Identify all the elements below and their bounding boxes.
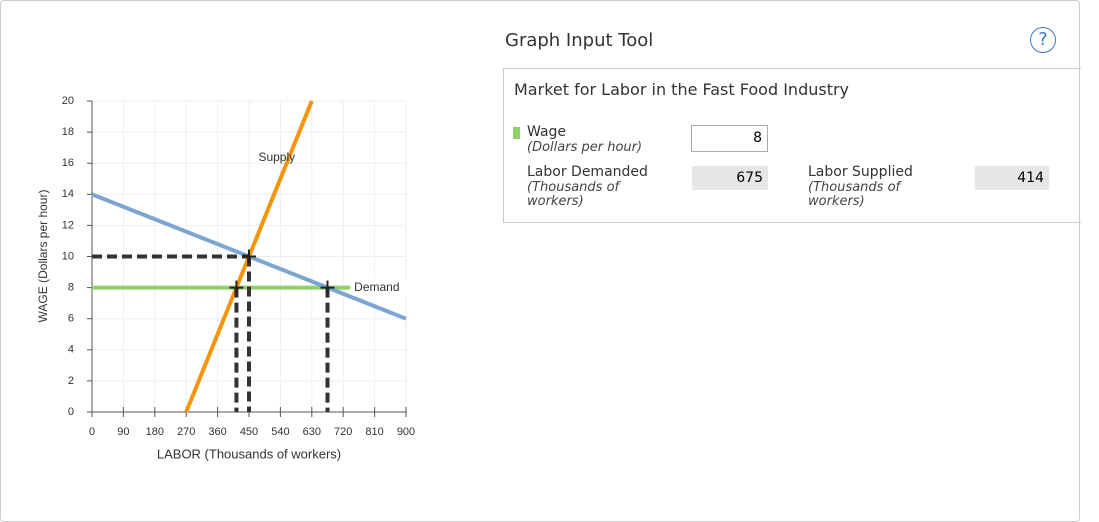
wage-swatch — [513, 127, 520, 139]
demanded-unit: (Thousands of workers) — [527, 180, 620, 209]
x-tick-label: 450 — [240, 426, 258, 438]
y-tick-label: 16 — [62, 157, 74, 169]
y-tick-label: 6 — [68, 313, 74, 325]
tool-title: Graph Input Tool — [505, 30, 654, 51]
y-tick-label: 2 — [68, 375, 74, 387]
x-tick-label: 720 — [334, 426, 352, 438]
y-tick-label: 20 — [62, 95, 74, 107]
x-axis-label: LABOR (Thousands of workers) — [157, 446, 341, 461]
x-tick-label: 270 — [177, 426, 195, 438]
point-marker — [229, 280, 244, 295]
y-tick-label: 18 — [62, 126, 74, 138]
label-bg — [352, 279, 411, 296]
x-tick-label: 630 — [303, 426, 321, 438]
x-tick-label: 810 — [365, 426, 383, 438]
wage-label: Wage — [527, 124, 567, 140]
y-tick-label: 14 — [62, 188, 74, 200]
supplied-value: 414 — [975, 166, 1049, 190]
x-tick-label: 360 — [208, 426, 226, 438]
y-tick-label: 10 — [62, 250, 74, 262]
x-tick-label: 90 — [117, 426, 129, 438]
y-tick-label: 4 — [68, 344, 74, 356]
series-label: Supply — [258, 150, 295, 164]
series-label: Demand — [354, 280, 399, 294]
x-tick-label: 0 — [89, 426, 95, 438]
supplied-unit: (Thousands of workers) — [808, 180, 901, 209]
demanded-label: Labor Demanded — [527, 164, 648, 180]
x-tick-label: 540 — [271, 426, 289, 438]
point-marker — [242, 249, 256, 264]
y-axis-label: WAGE (Dollars per hour) — [36, 190, 50, 323]
y-tick-label: 0 — [68, 406, 74, 418]
y-tick-label: 12 — [62, 219, 74, 231]
x-tick-label: 180 — [146, 426, 164, 438]
input-panel — [503, 68, 1081, 223]
wage-input[interactable]: 8 — [691, 125, 768, 152]
y-tick-label: 8 — [68, 282, 74, 294]
x-tick-label: 900 — [397, 426, 415, 438]
supplied-label: Labor Supplied — [808, 164, 913, 180]
help-button[interactable]: ? — [1030, 27, 1056, 53]
point-marker — [320, 280, 335, 295]
chart: WAGE (Dollars per hour) LABOR (Thousands… — [36, 95, 415, 462]
demanded-value: 675 — [692, 166, 768, 190]
panel-title: Market for Labor in the Fast Food Indust… — [514, 80, 850, 99]
wage-unit: (Dollars per hour) — [527, 140, 643, 155]
